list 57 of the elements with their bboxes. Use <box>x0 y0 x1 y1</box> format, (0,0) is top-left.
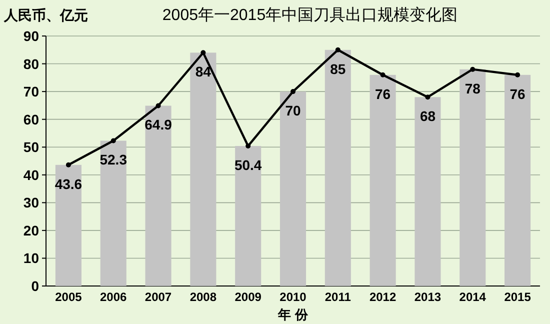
data-label: 84 <box>195 64 212 80</box>
point <box>515 72 520 78</box>
y-axis-title: 人民币、亿元 <box>3 7 88 23</box>
y-tick-label: 50 <box>23 139 40 156</box>
x-axis-title: 年 份 <box>277 307 309 322</box>
x-tick-label: 2007 <box>144 290 172 304</box>
x-tick-label: 2011 <box>324 290 352 304</box>
y-tick-label: 0 <box>31 278 40 294</box>
y-tick-label: 60 <box>23 111 40 128</box>
y-tick-label: 10 <box>23 250 40 266</box>
point <box>290 89 296 94</box>
x-tick-label: 2013 <box>414 290 442 304</box>
point <box>200 50 206 56</box>
x-tick-label: 2014 <box>459 290 486 304</box>
data-label: 43.6 <box>54 176 82 192</box>
point <box>66 162 71 168</box>
data-label: 64.9 <box>144 116 172 133</box>
point <box>380 72 386 78</box>
y-tick-label: 80 <box>23 56 40 72</box>
x-tick-label: 2005 <box>55 290 82 304</box>
y-tick-label: 70 <box>23 84 40 100</box>
bar <box>460 69 486 286</box>
bar <box>280 92 306 286</box>
x-tick-label: 2015 <box>504 290 532 304</box>
data-label: 52.3 <box>100 152 128 168</box>
point <box>425 94 430 100</box>
x-tick-label: 2012 <box>369 290 396 304</box>
y-tick-label: 40 <box>23 166 40 183</box>
bar <box>370 74 396 286</box>
bar <box>145 106 172 286</box>
data-label: 76 <box>375 86 391 102</box>
point <box>246 144 251 148</box>
point <box>156 103 161 108</box>
x-tick-label: 2009 <box>234 290 262 304</box>
data-label: 76 <box>510 86 526 102</box>
data-label: 70 <box>285 102 301 119</box>
y-tick-label: 30 <box>23 194 40 211</box>
chart-title: 2005年一2015年中国刀具出口规模变化图 <box>162 6 458 24</box>
bar <box>190 52 216 286</box>
data-label: 78 <box>464 80 481 96</box>
y-tick-label: 90 <box>23 28 40 44</box>
point <box>470 66 476 72</box>
x-tick-label: 2006 <box>100 290 128 304</box>
data-label: 85 <box>330 60 346 77</box>
bar <box>55 164 82 286</box>
x-tick-label: 2008 <box>190 290 217 304</box>
data-label: 68 <box>420 108 436 124</box>
point <box>335 47 340 52</box>
bar <box>504 74 531 286</box>
x-tick-label: 2010 <box>280 290 307 304</box>
bar <box>324 50 351 286</box>
bar <box>414 97 441 286</box>
y-tick-label: 20 <box>23 222 40 238</box>
data-label: 50.4 <box>234 157 262 173</box>
point <box>110 138 116 144</box>
bar <box>235 146 262 286</box>
bar <box>100 140 126 286</box>
